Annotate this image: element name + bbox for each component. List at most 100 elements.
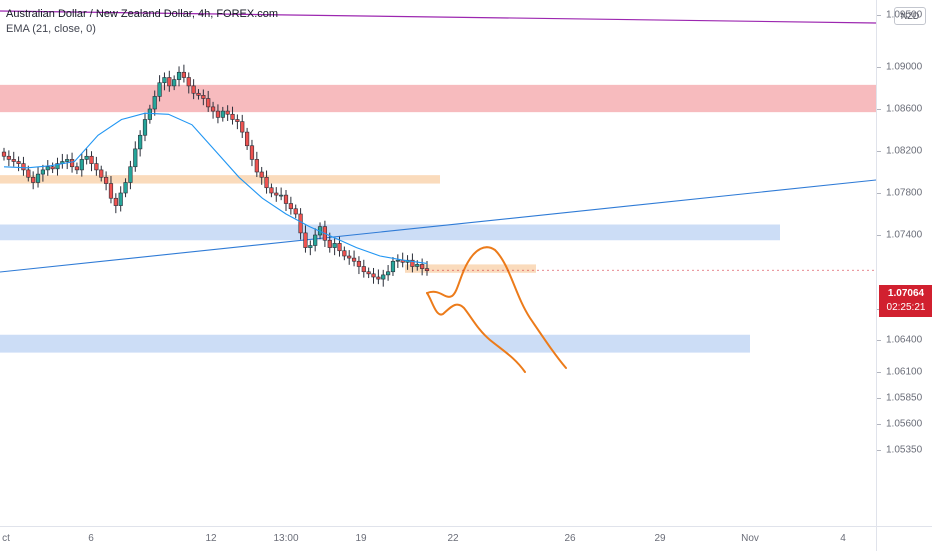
- projection-curve-lower: [426, 292, 526, 373]
- candle-bear: [108, 183, 114, 199]
- candle-bull: [138, 134, 143, 150]
- candle-bear: [269, 187, 274, 194]
- candle-bear: [371, 273, 376, 278]
- price-tick-label: 1.08200: [886, 145, 923, 157]
- price-tick-label: 1.07400: [886, 229, 923, 241]
- candle-bear: [113, 197, 118, 206]
- candle-bear: [424, 268, 430, 272]
- price-tick-mark: [877, 67, 881, 68]
- candle-bear: [89, 155, 94, 164]
- candle-bull: [118, 192, 123, 206]
- trendline-blue: [0, 179, 876, 273]
- candle-bear: [361, 266, 366, 273]
- candle-bear: [342, 250, 347, 257]
- price-tick-mark: [877, 397, 881, 399]
- candle-bear: [420, 264, 425, 269]
- price-tick-mark: [877, 450, 881, 452]
- candle-bear: [99, 169, 104, 178]
- chart-legend: Australian Dollar / New Zealand Dollar, …: [6, 7, 278, 37]
- candle-bull: [133, 148, 138, 168]
- price-tick-label: 1.06100: [886, 366, 923, 377]
- candle-bull: [162, 77, 167, 84]
- candle-bull: [55, 163, 60, 170]
- candle-bear: [293, 208, 298, 215]
- last-price-label: 1.07064 02:25:21: [879, 285, 932, 317]
- candle-bear: [50, 166, 55, 170]
- chart-pane[interactable]: Australian Dollar / New Zealand Dollar, …: [0, 0, 876, 526]
- candle-bull: [152, 96, 157, 110]
- candle-bear: [26, 169, 31, 178]
- candle-bull: [123, 182, 128, 194]
- time-tick-label: 13:00: [273, 533, 299, 544]
- price-tick-mark: [877, 235, 881, 236]
- candle-bear: [274, 192, 279, 196]
- candle-bull: [84, 155, 89, 160]
- candle-bull: [157, 82, 162, 97]
- candle-bear: [283, 194, 289, 204]
- candle-bull: [332, 243, 337, 248]
- candle-bear: [74, 166, 80, 171]
- candle-bull: [390, 260, 396, 273]
- candle-bear: [201, 95, 206, 99]
- chart-canvas[interactable]: [0, 0, 876, 526]
- price-tick-label: 1.08600: [886, 103, 923, 115]
- zone-resistance: [0, 84, 876, 113]
- currency-badge[interactable]: NZD: [894, 7, 926, 25]
- zone-support-lower: [0, 334, 750, 353]
- candle-bear: [235, 119, 240, 122]
- zone-minor-small: [405, 264, 536, 273]
- price-tick-label: 1.05850: [886, 392, 923, 404]
- candle-bear: [249, 145, 255, 160]
- candle-bear: [206, 98, 211, 108]
- price-tick-mark: [877, 340, 881, 341]
- candle-bull: [381, 274, 386, 280]
- price-tick-mark: [877, 14, 881, 16]
- projection-curve-upper: [426, 246, 567, 369]
- time-tick-label: 4: [840, 533, 846, 544]
- indicator-label[interactable]: EMA (21, close, 0): [6, 23, 96, 35]
- candle-bear: [366, 271, 371, 275]
- candle-bear: [31, 176, 36, 183]
- candle-bull: [220, 110, 225, 118]
- candle-bull: [395, 259, 400, 262]
- time-tick-label: Nov: [741, 533, 759, 544]
- time-axis[interactable]: ct 6 12 13:00 19 22 26 29 Nov 4: [0, 526, 876, 551]
- candle-bear: [16, 161, 21, 164]
- candle-bear: [69, 159, 75, 168]
- candle-bear: [298, 213, 303, 234]
- candle-bull: [308, 245, 313, 248]
- candle-bear: [264, 176, 269, 189]
- candle-bear: [245, 131, 250, 147]
- candle-bull: [415, 264, 420, 267]
- candle-bull: [279, 194, 284, 197]
- candle-bull: [147, 108, 152, 120]
- candle-bear: [327, 239, 332, 248]
- candle-bull: [172, 79, 177, 87]
- price-axis[interactable]: NZD 1.09500 1.09000 1.08600 1.08200 1.07800 1…: [876, 0, 932, 526]
- candle-bear: [356, 260, 362, 267]
- candle-bear: [11, 159, 16, 162]
- price-tick-mark: [877, 151, 881, 152]
- time-tick-label: 26: [564, 533, 576, 544]
- candle-bear: [410, 259, 415, 267]
- time-tick-label: 12: [205, 533, 217, 544]
- time-tick-label: 22: [447, 533, 459, 544]
- candle-bear: [1, 151, 7, 157]
- candle-bear: [186, 77, 191, 87]
- candle-bear: [351, 257, 357, 262]
- time-tick-label: 19: [355, 533, 367, 544]
- bar-countdown: 02:25:21: [886, 302, 926, 313]
- candle-bear: [230, 113, 235, 120]
- symbol-title[interactable]: Australian Dollar / New Zealand Dollar, …: [6, 8, 279, 20]
- price-tick-label: 1.05600: [886, 418, 923, 430]
- candle-bear: [347, 255, 352, 259]
- candle-bull: [176, 71, 182, 80]
- price-tick-mark: [877, 371, 881, 373]
- zone-minor: [0, 175, 440, 184]
- candle-bear: [6, 155, 11, 160]
- candle-bear: [167, 77, 172, 87]
- candle-bear: [303, 232, 308, 248]
- candle-bear: [191, 85, 196, 94]
- time-tick-label: 29: [654, 533, 666, 544]
- price-tick-label: 1.09000: [886, 61, 923, 73]
